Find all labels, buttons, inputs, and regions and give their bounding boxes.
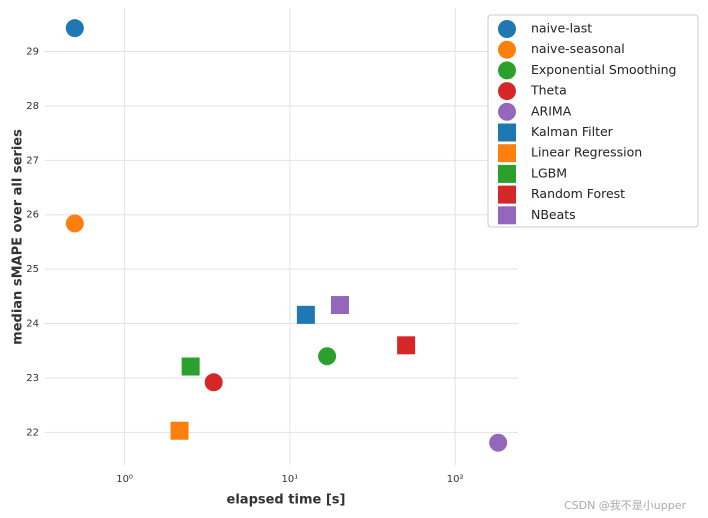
legend-marker [498, 164, 516, 183]
y-tick-label: 24 [26, 319, 39, 330]
point [296, 305, 315, 324]
legend-marker [498, 40, 516, 59]
x-tick-label: 10² [447, 474, 464, 485]
point [204, 373, 223, 392]
point [397, 336, 416, 355]
y-tick-label: 28 [26, 101, 39, 112]
legend-label: Exponential Smoothing [531, 62, 676, 77]
x-tick-label: 10⁰ [116, 474, 133, 485]
legend-marker [498, 102, 516, 121]
x-tick-label: 10¹ [282, 474, 299, 485]
watermark: CSDN @我不是小upper [564, 499, 687, 512]
legend-label: Theta [530, 83, 567, 98]
legend-label: NBeats [531, 207, 576, 222]
x-axis-label: elapsed time [s] [227, 493, 346, 508]
y-tick-label: 27 [26, 155, 39, 166]
y-axis-label: median sMAPE over all series [11, 129, 26, 345]
point [330, 296, 349, 315]
point [65, 214, 84, 233]
legend-label: Linear Regression [531, 145, 642, 160]
legend-label: ARIMA [531, 103, 572, 118]
legend-label: naive-last [531, 21, 592, 36]
y-tick-label: 29 [26, 47, 39, 58]
legend-marker [498, 20, 516, 38]
point [489, 433, 508, 452]
legend-marker [498, 185, 516, 204]
point [170, 421, 189, 440]
y-tick-label: 23 [26, 373, 39, 384]
legend-label: LGBM [531, 165, 567, 180]
legend-marker [498, 206, 516, 225]
point [318, 347, 337, 366]
legend-marker [498, 123, 516, 142]
point [181, 357, 200, 376]
legend-marker [498, 61, 516, 80]
y-tick-label: 22 [26, 427, 39, 438]
y-tick-label: 26 [26, 210, 39, 221]
legend-label: naive-seasonal [531, 41, 625, 56]
legend-label: Kalman Filter [531, 124, 614, 139]
y-tick-label: 25 [26, 264, 39, 275]
legend-marker [498, 82, 516, 101]
legend-box [487, 14, 699, 228]
legend-marker [498, 144, 516, 163]
point [65, 19, 84, 38]
legend-label: Random Forest [531, 186, 625, 201]
